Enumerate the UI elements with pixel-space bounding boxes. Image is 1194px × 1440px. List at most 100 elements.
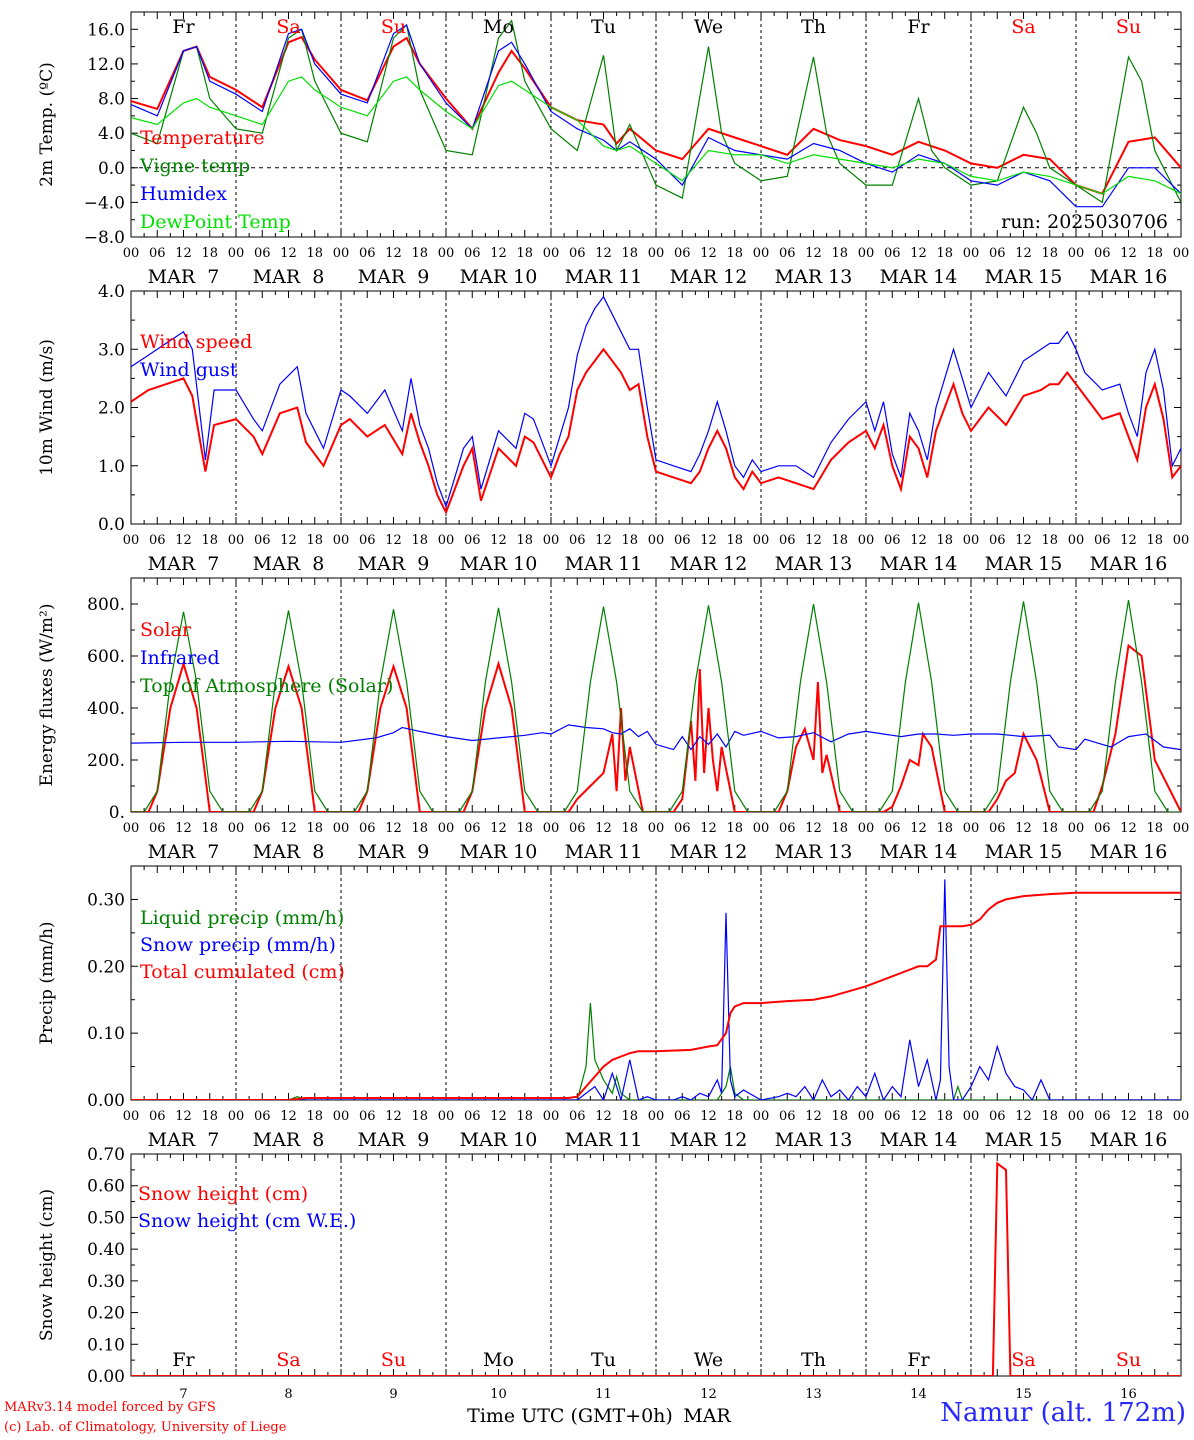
- legend-entry: Wind gust: [140, 359, 238, 381]
- day-label: MAR 14: [880, 1129, 958, 1151]
- hour-tick-label: 06: [1094, 246, 1111, 261]
- hour-tick-label: 12: [280, 1109, 297, 1124]
- y-tick-label: 0.20: [87, 957, 125, 977]
- y-tick-label: 0.70: [87, 1145, 125, 1165]
- day-label: MAR 15: [985, 266, 1063, 288]
- day-number: 13: [805, 1387, 822, 1402]
- hour-tick-label: 18: [831, 821, 848, 836]
- y-tick-label: 200.: [87, 751, 125, 771]
- day-label: MAR 13: [775, 1129, 853, 1151]
- legend-entry: Snow precip (mm/h): [140, 934, 336, 956]
- weekday-label-top: Tu: [591, 16, 616, 38]
- hour-tick-label: 12: [910, 533, 927, 548]
- hour-tick-label: 00: [648, 533, 665, 548]
- x-axis-month: MAR: [683, 1405, 731, 1427]
- hour-tick-label: 00: [963, 1109, 980, 1124]
- hour-tick-label: 18: [726, 821, 743, 836]
- day-label: MAR 15: [985, 1129, 1063, 1151]
- day-label: MAR 12: [670, 553, 748, 575]
- y-tick-label: 800.: [87, 595, 125, 615]
- hour-tick-label: 18: [201, 246, 218, 261]
- hour-tick-label: 18: [936, 1109, 953, 1124]
- legend-entry: Snow height (cm): [138, 1183, 308, 1205]
- legend-entry: Liquid precip (mm/h): [140, 907, 344, 929]
- hour-tick-label: 12: [175, 533, 192, 548]
- y-axis-label: 2m Temp. (ºC): [37, 62, 57, 187]
- hour-tick-label: 06: [359, 533, 376, 548]
- hour-tick-label: 12: [490, 821, 507, 836]
- hour-tick-label: 18: [306, 246, 323, 261]
- hour-tick-label: 00: [963, 821, 980, 836]
- hour-tick-label: 06: [1094, 533, 1111, 548]
- panel-5: 0.70 0.60 0.50 0.40 0.30 0.20 0.10 0.00 Snow hei…: [37, 1145, 1182, 1387]
- series-vigne-temp: [131, 19, 1181, 204]
- panel-2: 4.0 3.0 2.0 1.0 0.0 10m Wind (m/s) Wind speed W…: [37, 282, 1189, 575]
- day-label: MAR 7: [148, 266, 220, 288]
- weekday-label-bottom: Mo: [483, 1349, 514, 1371]
- day-label: MAR 10: [460, 1129, 538, 1151]
- y-tick-label: 8.0: [98, 90, 125, 110]
- hour-tick-label: 12: [700, 533, 717, 548]
- legend-entry: Infrared: [140, 647, 220, 669]
- day-label: MAR 15: [985, 841, 1063, 863]
- series-wind-gust: [131, 295, 1181, 509]
- hour-tick-label: 06: [569, 821, 586, 836]
- day-label: MAR 13: [775, 266, 853, 288]
- hour-tick-label: 06: [674, 246, 691, 261]
- hour-tick-label: 12: [385, 821, 402, 836]
- hour-tick-label: 12: [1120, 821, 1137, 836]
- weekday-label-top: Sa: [276, 16, 300, 38]
- hour-tick-label: 18: [1041, 1109, 1058, 1124]
- hour-tick-label: 06: [569, 533, 586, 548]
- hour-tick-label: 12: [385, 1109, 402, 1124]
- hour-tick-label: 12: [490, 1109, 507, 1124]
- hour-tick-label: 00: [858, 821, 875, 836]
- hour-tick-label: 12: [910, 821, 927, 836]
- y-tick-label: 16.0: [87, 20, 125, 40]
- y-tick-label: 0.00: [87, 1367, 125, 1387]
- hour-tick-label: 18: [411, 246, 428, 261]
- weekday-label-top: Su: [381, 16, 406, 38]
- hour-tick-label: 00: [438, 821, 455, 836]
- hour-tick-label: 12: [1120, 246, 1137, 261]
- weekday-label-bottom: Th: [801, 1349, 826, 1371]
- hour-tick-label: 18: [1041, 821, 1058, 836]
- hour-tick-label: 00: [543, 246, 560, 261]
- hour-tick-label: 18: [306, 821, 323, 836]
- legend-entry: Top of Atmosphere (Solar): [140, 675, 393, 697]
- legend-entry: Vigne temp: [139, 155, 250, 177]
- hour-tick-label: 18: [1146, 533, 1163, 548]
- hour-tick-label: 18: [726, 533, 743, 548]
- day-label: MAR 8: [253, 841, 325, 863]
- series-top-of-atmosphere-solar: [131, 600, 1181, 812]
- y-tick-label: 400.: [87, 699, 125, 719]
- y-axis-label: 10m Wind (m/s): [37, 339, 57, 476]
- legend-entry: Humidex: [140, 183, 227, 205]
- hour-tick-label: 00: [753, 246, 770, 261]
- legend-entry: Snow height (cm W.E.): [138, 1210, 356, 1232]
- hour-tick-label: 00: [333, 533, 350, 548]
- hour-tick-label: 06: [779, 821, 796, 836]
- hour-tick-label: 06: [254, 821, 271, 836]
- day-label: MAR 8: [253, 1129, 325, 1151]
- hour-tick-label: 06: [569, 1109, 586, 1124]
- y-tick-label: −4.0: [84, 193, 125, 213]
- day-label: MAR 9: [358, 553, 430, 575]
- legend-entry: Total cumulated (cm): [140, 961, 345, 983]
- hour-tick-label: 00: [963, 533, 980, 548]
- hour-tick-label: 12: [700, 246, 717, 261]
- day-number: 10: [490, 1387, 507, 1402]
- day-label: MAR 14: [880, 841, 958, 863]
- y-tick-label: 0.10: [87, 1335, 125, 1355]
- hour-tick-label: 00: [1173, 533, 1190, 548]
- hour-tick-label: 06: [254, 246, 271, 261]
- hour-tick-label: 06: [989, 533, 1006, 548]
- hour-tick-label: 06: [359, 1109, 376, 1124]
- weekday-label-bottom: Tu: [591, 1349, 616, 1371]
- hour-tick-label: 18: [831, 246, 848, 261]
- day-label: MAR 16: [1090, 266, 1168, 288]
- hour-tick-label: 00: [753, 1109, 770, 1124]
- day-label: MAR 11: [565, 1129, 643, 1151]
- hour-tick-label: 18: [621, 533, 638, 548]
